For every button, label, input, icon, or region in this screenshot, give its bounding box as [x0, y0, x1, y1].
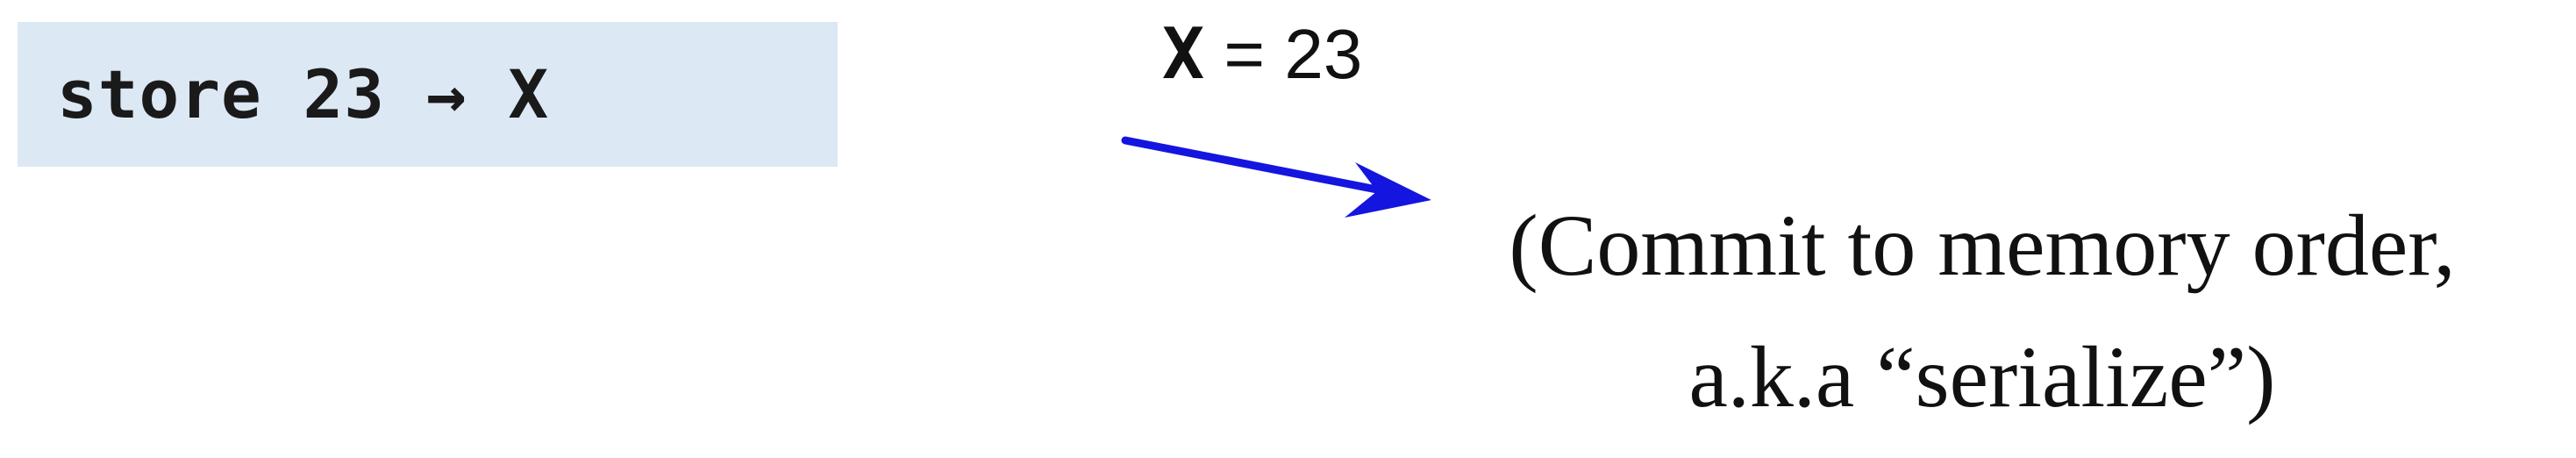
- arrow-head: [1345, 162, 1431, 218]
- commit-note-line-2: a.k.a “serialize”): [1688, 328, 2276, 426]
- commit-note-line-1: (Commit to memory order,: [1509, 197, 2456, 294]
- commit-note: (Commit to memory order, a.k.a “serializ…: [1430, 180, 2535, 443]
- assignment-variable: X: [1162, 13, 1205, 95]
- code-box: store 23 → X: [18, 22, 838, 167]
- assignment-value: = 23: [1204, 15, 1363, 93]
- store-instruction: store 23 → X: [57, 55, 550, 133]
- arrow-shaft: [1121, 136, 1390, 196]
- assignment-label: X = 23: [1162, 19, 1362, 89]
